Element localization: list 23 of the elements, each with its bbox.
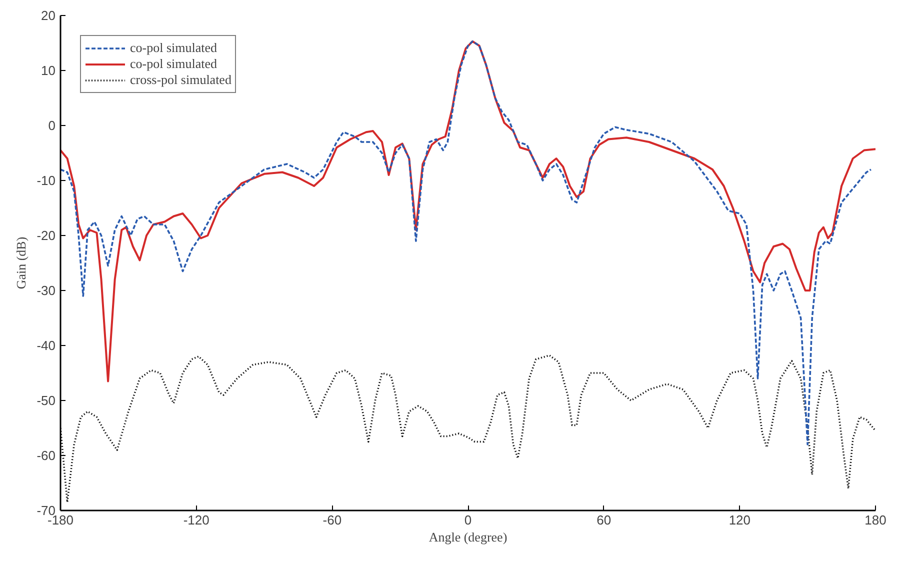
y-tick-label: -10 (36, 173, 56, 188)
y-tick-label: -40 (36, 338, 56, 353)
y-tick-label: -60 (36, 448, 56, 463)
line-series (60, 40, 872, 446)
legend-label: cross-pol simulated (130, 72, 232, 88)
line-series (60, 354, 876, 504)
legend-label: co-pol simulated (130, 56, 218, 72)
line-series (60, 40, 876, 382)
x-tick-label: -120 (183, 512, 210, 528)
y-tick-label: -30 (36, 283, 56, 298)
x-tick-label: 60 (596, 512, 612, 528)
x-axis-title: Angle (degree) (428, 530, 508, 544)
x-tick-label: 0 (464, 512, 472, 528)
y-tick-label: 10 (41, 63, 56, 78)
x-tick-label: 120 (728, 512, 751, 528)
y-axis-title: Gain (dB) (14, 236, 29, 290)
x-tick-label: -60 (322, 512, 342, 528)
y-tick-label: -50 (36, 393, 56, 408)
legend-label: co-pol simulated (130, 40, 218, 56)
x-tick-label: 180 (864, 512, 886, 528)
y-tick-label: -20 (36, 228, 56, 243)
y-tick-label: 0 (48, 118, 56, 133)
y-tick-label: 20 (41, 8, 56, 23)
